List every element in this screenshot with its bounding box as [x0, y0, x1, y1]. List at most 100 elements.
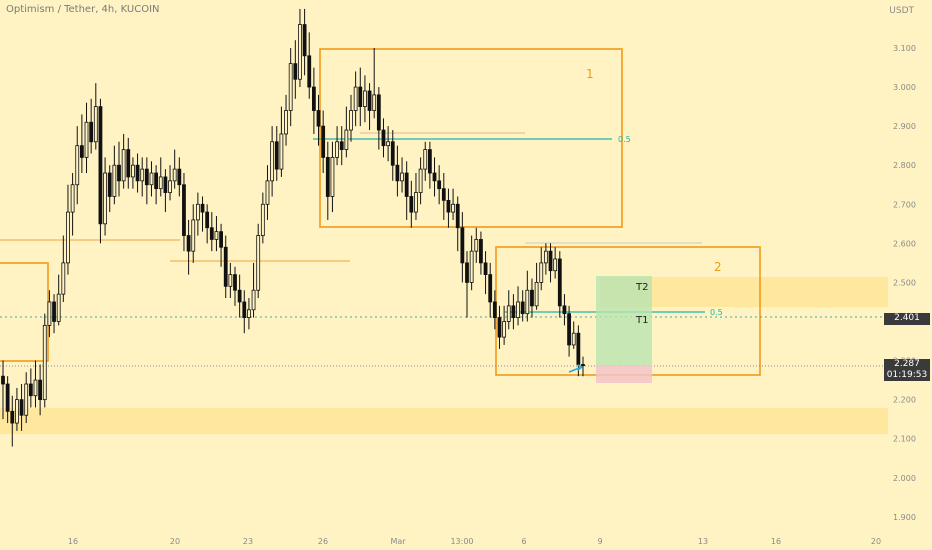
- candle-body[interactable]: [98, 106, 103, 225]
- candle-body[interactable]: [84, 121, 89, 158]
- candle-body[interactable]: [469, 250, 474, 283]
- candle-body[interactable]: [330, 156, 335, 197]
- candle-body[interactable]: [451, 203, 455, 213]
- candle-body[interactable]: [548, 250, 553, 272]
- candle-body[interactable]: [28, 383, 33, 397]
- candle-body[interactable]: [154, 172, 159, 190]
- candle-body[interactable]: [400, 172, 404, 182]
- candle-body[interactable]: [256, 235, 261, 291]
- candle-body[interactable]: [553, 258, 558, 272]
- candle-body[interactable]: [516, 301, 520, 318]
- candle-body[interactable]: [344, 129, 349, 150]
- candle-body[interactable]: [135, 164, 140, 182]
- candle-body[interactable]: [353, 86, 358, 111]
- candle-body[interactable]: [284, 110, 288, 135]
- candle-body[interactable]: [52, 301, 56, 322]
- candle-body[interactable]: [372, 94, 377, 111]
- candle-body[interactable]: [316, 110, 321, 127]
- candle-body[interactable]: [404, 172, 409, 197]
- candle-body[interactable]: [423, 149, 428, 170]
- candle-body[interactable]: [581, 364, 585, 367]
- candle-body[interactable]: [5, 383, 10, 412]
- candle-body[interactable]: [279, 133, 284, 170]
- candle-body[interactable]: [247, 309, 251, 318]
- candle-body[interactable]: [163, 176, 168, 193]
- candle-body[interactable]: [270, 141, 275, 182]
- candle-body[interactable]: [117, 164, 121, 182]
- candle-body[interactable]: [302, 24, 307, 57]
- candle-body[interactable]: [93, 106, 98, 143]
- candle-body[interactable]: [47, 301, 52, 326]
- range-box-1[interactable]: [319, 48, 623, 228]
- candle-body[interactable]: [474, 239, 479, 252]
- candle-body[interactable]: [209, 227, 214, 240]
- candle-body[interactable]: [75, 145, 80, 186]
- candle-body[interactable]: [432, 172, 437, 182]
- candle-body[interactable]: [567, 313, 571, 346]
- candle-body[interactable]: [520, 301, 525, 315]
- candle-body[interactable]: [56, 293, 61, 322]
- candle-body[interactable]: [437, 180, 442, 190]
- candle-body[interactable]: [121, 149, 126, 182]
- candle-body[interactable]: [455, 203, 460, 229]
- candle-body[interactable]: [562, 305, 567, 315]
- candle-body[interactable]: [89, 121, 94, 143]
- candle-body[interactable]: [492, 301, 497, 318]
- candle-body[interactable]: [358, 86, 363, 108]
- candle-body[interactable]: [381, 129, 386, 147]
- candle-body[interactable]: [427, 149, 432, 174]
- candle-body[interactable]: [24, 383, 29, 416]
- left-box[interactable]: [0, 262, 49, 362]
- candle-body[interactable]: [182, 184, 186, 236]
- candle-body[interactable]: [321, 125, 326, 158]
- candle-body[interactable]: [414, 192, 418, 213]
- candle-body[interactable]: [298, 24, 302, 80]
- candle-body[interactable]: [571, 332, 576, 346]
- candle-body[interactable]: [33, 379, 38, 397]
- candle-body[interactable]: [311, 86, 316, 111]
- candle-body[interactable]: [10, 410, 15, 424]
- candle-body[interactable]: [363, 90, 367, 108]
- candle-body[interactable]: [488, 274, 493, 303]
- candle-body[interactable]: [200, 203, 205, 213]
- candle-body[interactable]: [339, 141, 344, 150]
- candle-body[interactable]: [228, 274, 233, 287]
- candle-body[interactable]: [502, 321, 507, 338]
- candle-body[interactable]: [140, 168, 145, 182]
- candle-body[interactable]: [233, 274, 237, 291]
- candle-body[interactable]: [557, 258, 562, 307]
- candle-body[interactable]: [274, 141, 279, 170]
- candle-body[interactable]: [1, 375, 5, 385]
- candle-body[interactable]: [479, 239, 483, 264]
- candle-body[interactable]: [15, 399, 19, 424]
- candle-body[interactable]: [376, 94, 381, 131]
- candle-body[interactable]: [497, 317, 502, 338]
- candle-body[interactable]: [260, 203, 265, 236]
- candle-body[interactable]: [576, 332, 581, 365]
- candle-body[interactable]: [112, 164, 117, 197]
- candle-body[interactable]: [70, 184, 75, 213]
- candle-body[interactable]: [205, 211, 210, 229]
- candle-body[interactable]: [265, 180, 270, 205]
- position-loss-zone[interactable]: [596, 366, 652, 383]
- candle-body[interactable]: [61, 262, 66, 295]
- candle-body[interactable]: [149, 172, 154, 186]
- candle-body[interactable]: [441, 188, 446, 201]
- candle-body[interactable]: [19, 399, 24, 416]
- candle-body[interactable]: [168, 180, 172, 193]
- candle-body[interactable]: [172, 168, 177, 182]
- candle-body[interactable]: [349, 110, 353, 131]
- candle-body[interactable]: [506, 305, 511, 322]
- candle-body[interactable]: [460, 227, 465, 264]
- candle-body[interactable]: [465, 262, 469, 283]
- candle-body[interactable]: [214, 231, 219, 240]
- candle-body[interactable]: [251, 289, 256, 311]
- candle-body[interactable]: [534, 282, 539, 307]
- candle-body[interactable]: [293, 63, 298, 80]
- candle-body[interactable]: [483, 262, 488, 276]
- candle-body[interactable]: [390, 141, 395, 166]
- candle-body[interactable]: [131, 164, 135, 178]
- candle-body[interactable]: [126, 149, 131, 178]
- candle-body[interactable]: [511, 305, 516, 318]
